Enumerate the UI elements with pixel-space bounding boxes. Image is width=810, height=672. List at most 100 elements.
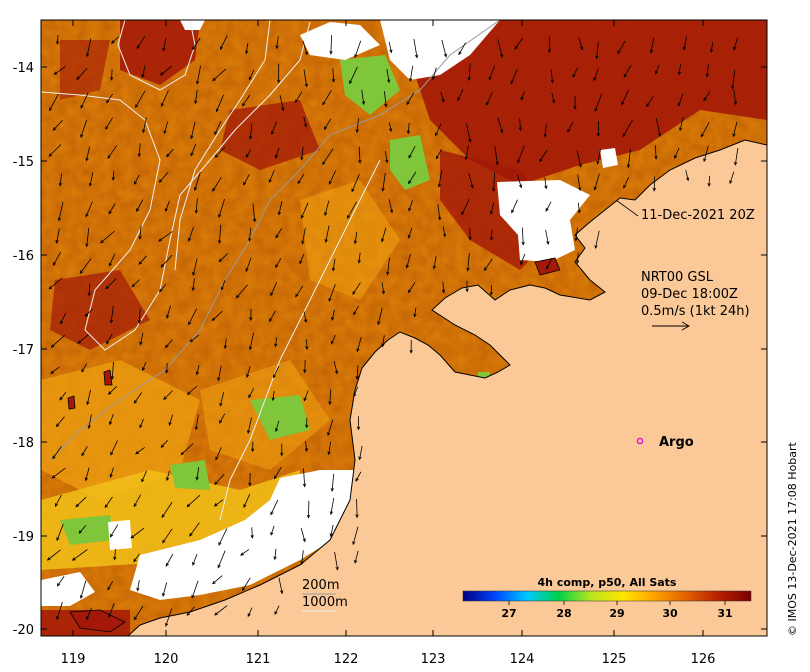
current-vector <box>79 258 92 275</box>
current-vector <box>432 255 437 270</box>
current-vector <box>219 35 228 51</box>
current-vector <box>212 68 227 82</box>
current-vector <box>135 90 146 109</box>
current-vector <box>279 95 285 112</box>
current-vector <box>649 37 655 54</box>
current-vector <box>461 199 470 216</box>
current-vector <box>301 227 306 245</box>
cloud-mask <box>41 20 618 606</box>
current-vector <box>677 93 684 107</box>
current-vector <box>573 95 577 110</box>
current-vector <box>485 92 493 106</box>
current-vector <box>180 443 194 456</box>
current-time-label: 09-Dec 18:00Z <box>641 287 738 302</box>
current-vector <box>406 92 415 106</box>
current-vector <box>190 144 197 157</box>
current-vector <box>84 308 93 317</box>
colorbar-tick-label: 30 <box>662 607 678 620</box>
lon-tick-label: 120 <box>154 652 179 667</box>
current-vector <box>270 281 278 297</box>
current-vector <box>468 227 472 241</box>
current-vector <box>679 116 684 132</box>
lon-tick-label: 123 <box>421 652 446 667</box>
colorbar-tick-label: 28 <box>556 607 571 620</box>
current-vector <box>303 69 308 88</box>
current-vector <box>594 230 600 249</box>
current-vector <box>466 123 472 143</box>
current-vector <box>303 116 308 128</box>
current-vector <box>543 123 547 138</box>
current-vector <box>139 418 144 429</box>
current-vector <box>158 231 173 242</box>
current-vector <box>300 202 309 219</box>
current-vector <box>272 365 280 379</box>
current-vector <box>358 146 362 164</box>
current-vector <box>100 230 115 244</box>
current-vector <box>85 38 92 58</box>
current-vector <box>50 335 65 348</box>
current-vector <box>441 281 446 294</box>
current-vector <box>413 38 419 59</box>
current-vector <box>54 494 62 508</box>
current-vector <box>48 277 63 290</box>
current-vector <box>381 335 385 348</box>
current-vector <box>165 362 169 374</box>
current-vector <box>214 146 226 158</box>
current-vector <box>55 34 60 45</box>
current-vector <box>86 389 91 406</box>
current-vector <box>356 416 361 431</box>
current-vector <box>497 39 504 58</box>
current-vector <box>406 122 411 135</box>
current-vector <box>81 363 88 373</box>
current-vector <box>355 498 359 519</box>
current-vector <box>617 40 626 55</box>
current-vector <box>413 307 417 318</box>
current-vector <box>188 308 197 326</box>
current-vector <box>246 365 251 378</box>
current-vector <box>160 440 168 448</box>
current-vector <box>329 35 333 55</box>
current-vector <box>677 63 682 76</box>
current-vector <box>435 123 442 137</box>
current-vector <box>655 118 662 138</box>
current-vector <box>214 605 228 616</box>
current-vector <box>57 202 64 222</box>
current-vector <box>86 607 92 621</box>
current-vector <box>682 36 687 51</box>
current-vector <box>408 146 416 159</box>
current-vector <box>381 282 386 295</box>
current-vector <box>384 91 388 108</box>
lat-tick-label: -16 <box>13 249 34 264</box>
current-vector <box>457 89 464 102</box>
current-vector <box>576 150 582 168</box>
current-vector <box>377 307 383 326</box>
current-vector <box>328 170 336 185</box>
current-vector <box>510 69 518 85</box>
current-vector <box>195 467 200 481</box>
current-vector <box>141 470 147 483</box>
current-vector <box>190 122 196 140</box>
current-vector <box>539 149 548 163</box>
current-vector <box>141 65 146 79</box>
current-vector <box>110 361 115 380</box>
argo-label: Argo <box>659 435 694 450</box>
coastline <box>127 139 767 636</box>
current-vector <box>71 549 88 561</box>
current-vector <box>195 365 200 376</box>
current-vector <box>685 170 690 182</box>
current-vector <box>191 278 195 292</box>
current-vector <box>517 174 523 189</box>
current-vector <box>494 145 499 166</box>
lon-tick-label: 119 <box>61 652 86 667</box>
current-vector <box>269 310 276 323</box>
current-vector <box>163 390 173 401</box>
current-vector <box>593 68 599 82</box>
current-vector <box>517 145 525 164</box>
current-vector <box>245 149 252 158</box>
current-vector <box>56 524 64 542</box>
current-vector <box>327 419 334 437</box>
current-vector <box>441 39 448 58</box>
current-vector <box>108 603 115 618</box>
isobath-200m-label: 200m <box>302 578 339 593</box>
current-vector <box>652 176 656 192</box>
